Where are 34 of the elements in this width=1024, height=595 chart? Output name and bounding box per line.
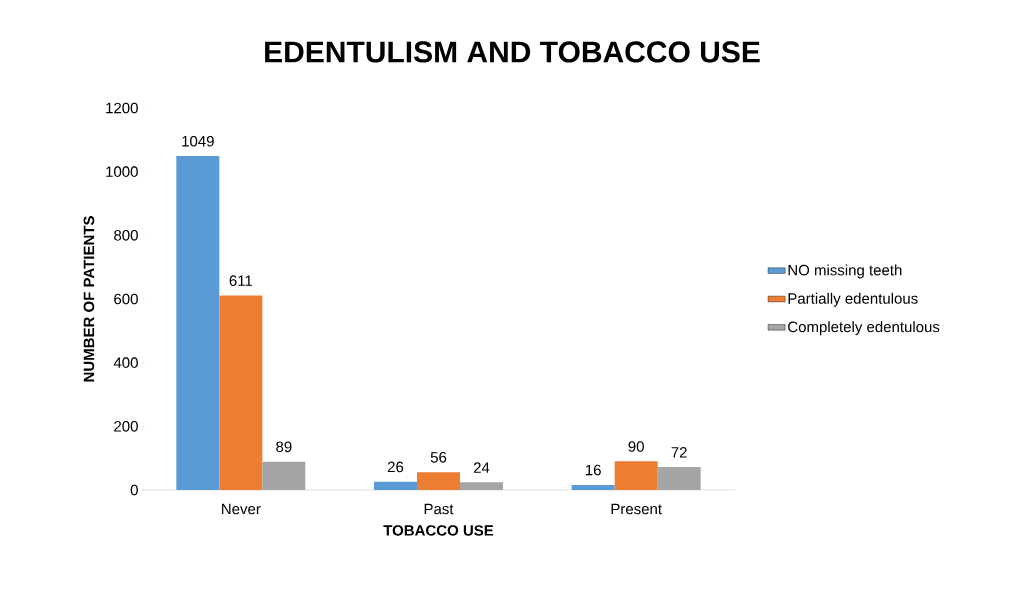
bar xyxy=(614,461,658,490)
data-label: 16 xyxy=(585,464,601,476)
x-tick-label: Past xyxy=(424,503,454,515)
y-tick-label: 1000 xyxy=(106,166,138,177)
bar xyxy=(657,467,701,490)
x-tick-label: Present xyxy=(611,503,662,515)
data-label: 89 xyxy=(276,441,292,453)
y-tick-label: 600 xyxy=(114,293,138,305)
data-label: 72 xyxy=(671,447,687,458)
data-label: 56 xyxy=(430,452,447,463)
bar xyxy=(571,484,615,490)
bar xyxy=(219,295,263,490)
bar xyxy=(176,156,220,490)
legend-label: Partially edentulous xyxy=(788,292,918,307)
chart-title: EDENTULISM AND TOBACCO USE xyxy=(265,41,760,63)
y-tick-label: 400 xyxy=(113,357,138,368)
y-tick-label: 1200 xyxy=(106,102,138,114)
data-label: 1049 xyxy=(182,135,214,147)
y-tick-label: 800 xyxy=(114,230,138,241)
bar xyxy=(460,482,504,490)
y-axis-title: NUMBER OF PATIENTS xyxy=(83,216,95,382)
x-tick-label: Never xyxy=(222,503,261,515)
data-label: 24 xyxy=(473,462,490,473)
y-tick-label: 200 xyxy=(114,421,138,432)
bar xyxy=(417,472,461,490)
x-axis-title: TOBACCO USE xyxy=(383,525,494,536)
data-label: 26 xyxy=(387,461,404,473)
legend-label: NO missing teeth xyxy=(788,264,902,279)
data-label: 611 xyxy=(229,275,253,286)
bar xyxy=(374,481,418,490)
legend-label: Completely edentulous xyxy=(788,321,940,336)
bar xyxy=(262,461,306,490)
data-label: 90 xyxy=(628,441,644,452)
y-tick-label: 0 xyxy=(130,484,138,496)
